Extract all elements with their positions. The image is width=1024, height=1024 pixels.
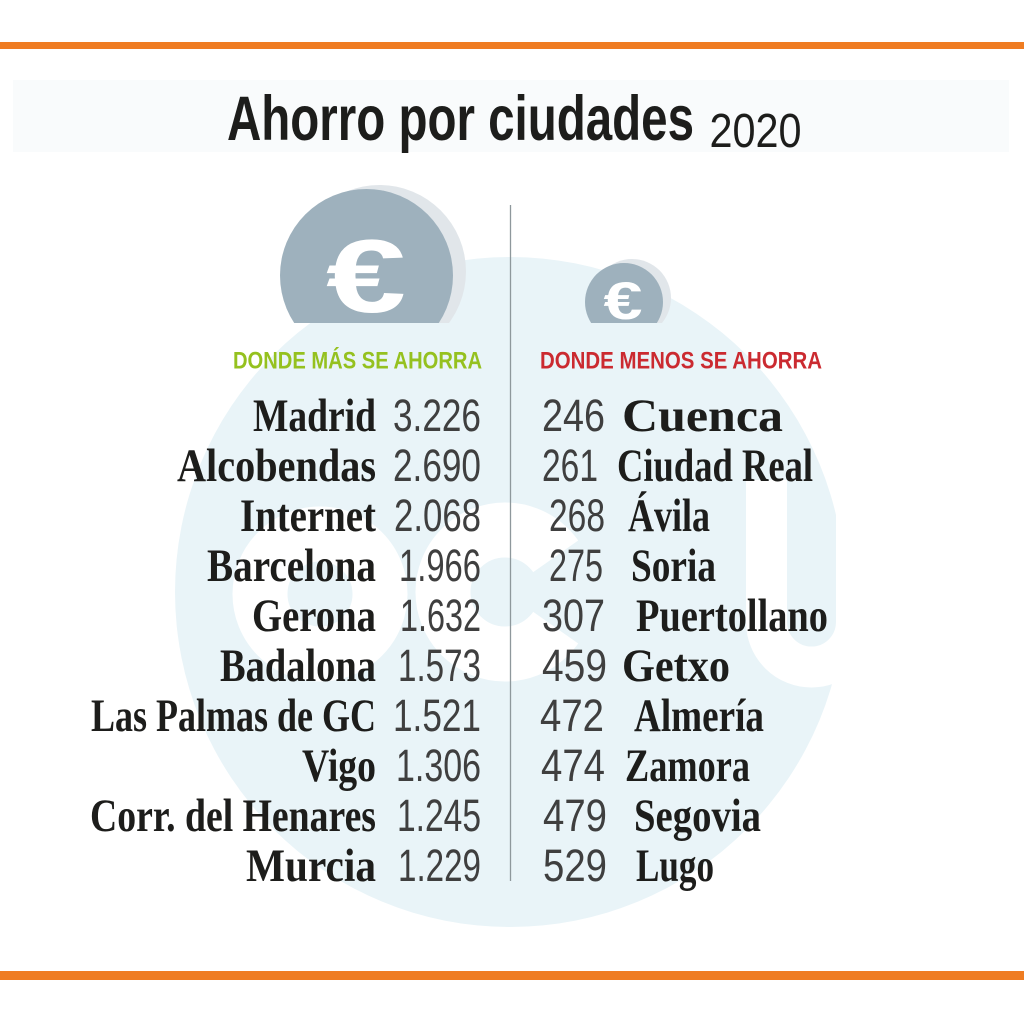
svg-text:2.690: 2.690 — [393, 440, 481, 491]
svg-text:268: 268 — [549, 490, 605, 541]
svg-text:Murcia: Murcia — [246, 840, 376, 892]
svg-text:1.966: 1.966 — [399, 540, 481, 591]
svg-text:Ahorro por ciudades: Ahorro por ciudades — [227, 84, 694, 154]
svg-text:Zamora: Zamora — [625, 740, 750, 792]
svg-text:Lugo: Lugo — [636, 840, 714, 892]
svg-text:1.245: 1.245 — [397, 790, 481, 841]
svg-text:Vigo: Vigo — [302, 740, 376, 792]
svg-text:€: € — [326, 219, 406, 335]
svg-text:Badalona: Badalona — [220, 640, 376, 692]
svg-text:Gerona: Gerona — [252, 590, 376, 642]
svg-text:472: 472 — [540, 690, 604, 741]
svg-text:Alcobendas: Alcobendas — [177, 440, 376, 492]
svg-text:Internet: Internet — [240, 490, 376, 542]
svg-text:Madrid: Madrid — [253, 390, 376, 442]
svg-text:Ciudad Real: Ciudad Real — [617, 440, 813, 492]
svg-text:1.306: 1.306 — [396, 740, 481, 791]
svg-text:1.521: 1.521 — [393, 690, 481, 741]
svg-text:3.226: 3.226 — [393, 390, 481, 441]
svg-text:Ávila: Ávila — [628, 490, 710, 542]
svg-text:DONDE MENOS SE AHORRA: DONDE MENOS SE AHORRA — [540, 348, 822, 375]
svg-text:Barcelona: Barcelona — [207, 540, 376, 592]
svg-text:Puertollano: Puertollano — [636, 590, 828, 642]
svg-text:261: 261 — [542, 440, 598, 491]
svg-text:Getxo: Getxo — [622, 640, 730, 692]
svg-text:2.068: 2.068 — [394, 490, 481, 541]
svg-text:1.229: 1.229 — [398, 840, 481, 891]
svg-text:Soria: Soria — [631, 540, 716, 592]
svg-text:459: 459 — [542, 640, 607, 691]
svg-text:€: € — [604, 272, 643, 331]
svg-text:529: 529 — [543, 840, 607, 891]
svg-text:2020: 2020 — [710, 105, 802, 158]
svg-text:1.632: 1.632 — [400, 590, 481, 641]
svg-text:246: 246 — [542, 390, 605, 441]
svg-text:Las Palmas de GC: Las Palmas de GC — [91, 690, 376, 742]
svg-text:Cuenca: Cuenca — [622, 390, 783, 442]
svg-text:479: 479 — [543, 790, 607, 841]
svg-text:Almería: Almería — [634, 690, 764, 742]
svg-text:Segovia: Segovia — [634, 790, 761, 842]
svg-text:275: 275 — [549, 540, 603, 591]
svg-text:DONDE MÁS SE AHORRA: DONDE MÁS SE AHORRA — [233, 347, 482, 375]
svg-text:1.573: 1.573 — [398, 640, 481, 691]
svg-text:474: 474 — [541, 740, 605, 791]
svg-text:Corr. del Henares: Corr. del Henares — [90, 790, 376, 842]
svg-text:307: 307 — [542, 590, 605, 641]
